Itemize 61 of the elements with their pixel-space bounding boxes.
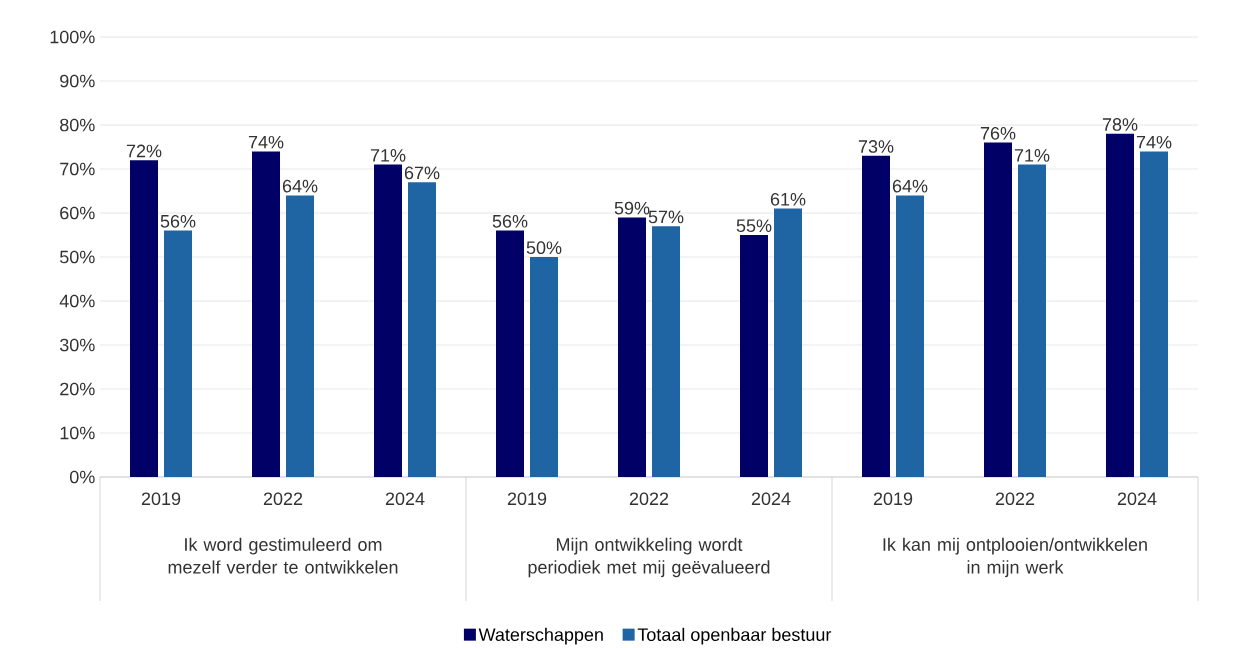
text: Ik kan mij ontplooien/ontwikkelen in mijn werk xyxy=(883,537,1147,578)
y-tick-label: 40% xyxy=(59,294,95,308)
y-tick-label: 10% xyxy=(60,426,95,440)
y-tick-label: 60% xyxy=(60,206,95,220)
bar xyxy=(740,234,768,477)
data-label: 74% xyxy=(1136,135,1172,149)
bar xyxy=(1106,133,1134,477)
y-tick-label: 0% xyxy=(69,470,95,484)
bar xyxy=(1140,151,1168,477)
x-tick-label: 2024 xyxy=(751,492,791,506)
x-tick-label: 2019 xyxy=(873,492,913,506)
x-tick-label: 2022 xyxy=(995,492,1035,506)
bar xyxy=(130,160,159,477)
bar xyxy=(1018,164,1046,477)
bar xyxy=(896,195,924,477)
data-label: 64% xyxy=(892,179,928,193)
y-tick-label: 100% xyxy=(50,30,95,44)
data-label: 50% xyxy=(526,241,562,254)
legend-label: Waterschappen xyxy=(478,627,603,645)
x-tick-label: 2022 xyxy=(263,492,303,506)
bar xyxy=(774,208,803,477)
data-label: 61% xyxy=(770,192,806,206)
data-label: 76% xyxy=(980,126,1016,140)
x-tick-label: 2024 xyxy=(1117,492,1157,506)
bar xyxy=(618,217,646,477)
data-label: 57% xyxy=(648,210,684,224)
data-label: 67% xyxy=(404,166,440,180)
data-label: 56% xyxy=(492,214,528,228)
data-label: 74% xyxy=(248,135,284,149)
y-tick-label: 20% xyxy=(60,382,95,396)
x-tick-label: 2022 xyxy=(629,492,669,506)
x-tick-label: 2019 xyxy=(507,492,547,506)
data-label: 71% xyxy=(370,149,406,162)
text: Mijn ontwikkeling wordt periodiek met mij geëvalueerd xyxy=(528,537,770,578)
y-tick-label: 50% xyxy=(59,250,95,264)
bar xyxy=(862,155,890,477)
text: Ik word gestimuleerd om mezelf verder te ontwikkelen xyxy=(168,537,398,574)
bar xyxy=(164,230,193,477)
bar xyxy=(984,142,1012,477)
data-label: 78% xyxy=(1102,118,1138,131)
y-tick-label: 70% xyxy=(60,162,95,176)
bar xyxy=(374,164,403,477)
y-tick-label: 80% xyxy=(60,118,95,132)
bar xyxy=(408,182,437,477)
data-label: 72% xyxy=(126,144,162,158)
x-tick-label: 2024 xyxy=(385,492,425,506)
y-tick-label: 30% xyxy=(59,338,95,352)
bar xyxy=(530,256,558,477)
data-label: 59% xyxy=(614,201,650,215)
data-label: 55% xyxy=(736,219,772,232)
x-tick-label: 2019 xyxy=(141,492,181,506)
data-label: 56% xyxy=(160,214,196,228)
legend-label: Totaal openbaar bestuur xyxy=(637,627,832,645)
data-label: 64% xyxy=(282,179,318,193)
data-label: 71% xyxy=(1014,149,1050,162)
bar xyxy=(496,230,525,477)
data-label: 73% xyxy=(858,140,894,153)
bar xyxy=(652,226,680,477)
y-tick-label: 90% xyxy=(60,74,95,88)
bar xyxy=(252,151,281,477)
bar xyxy=(286,195,315,477)
